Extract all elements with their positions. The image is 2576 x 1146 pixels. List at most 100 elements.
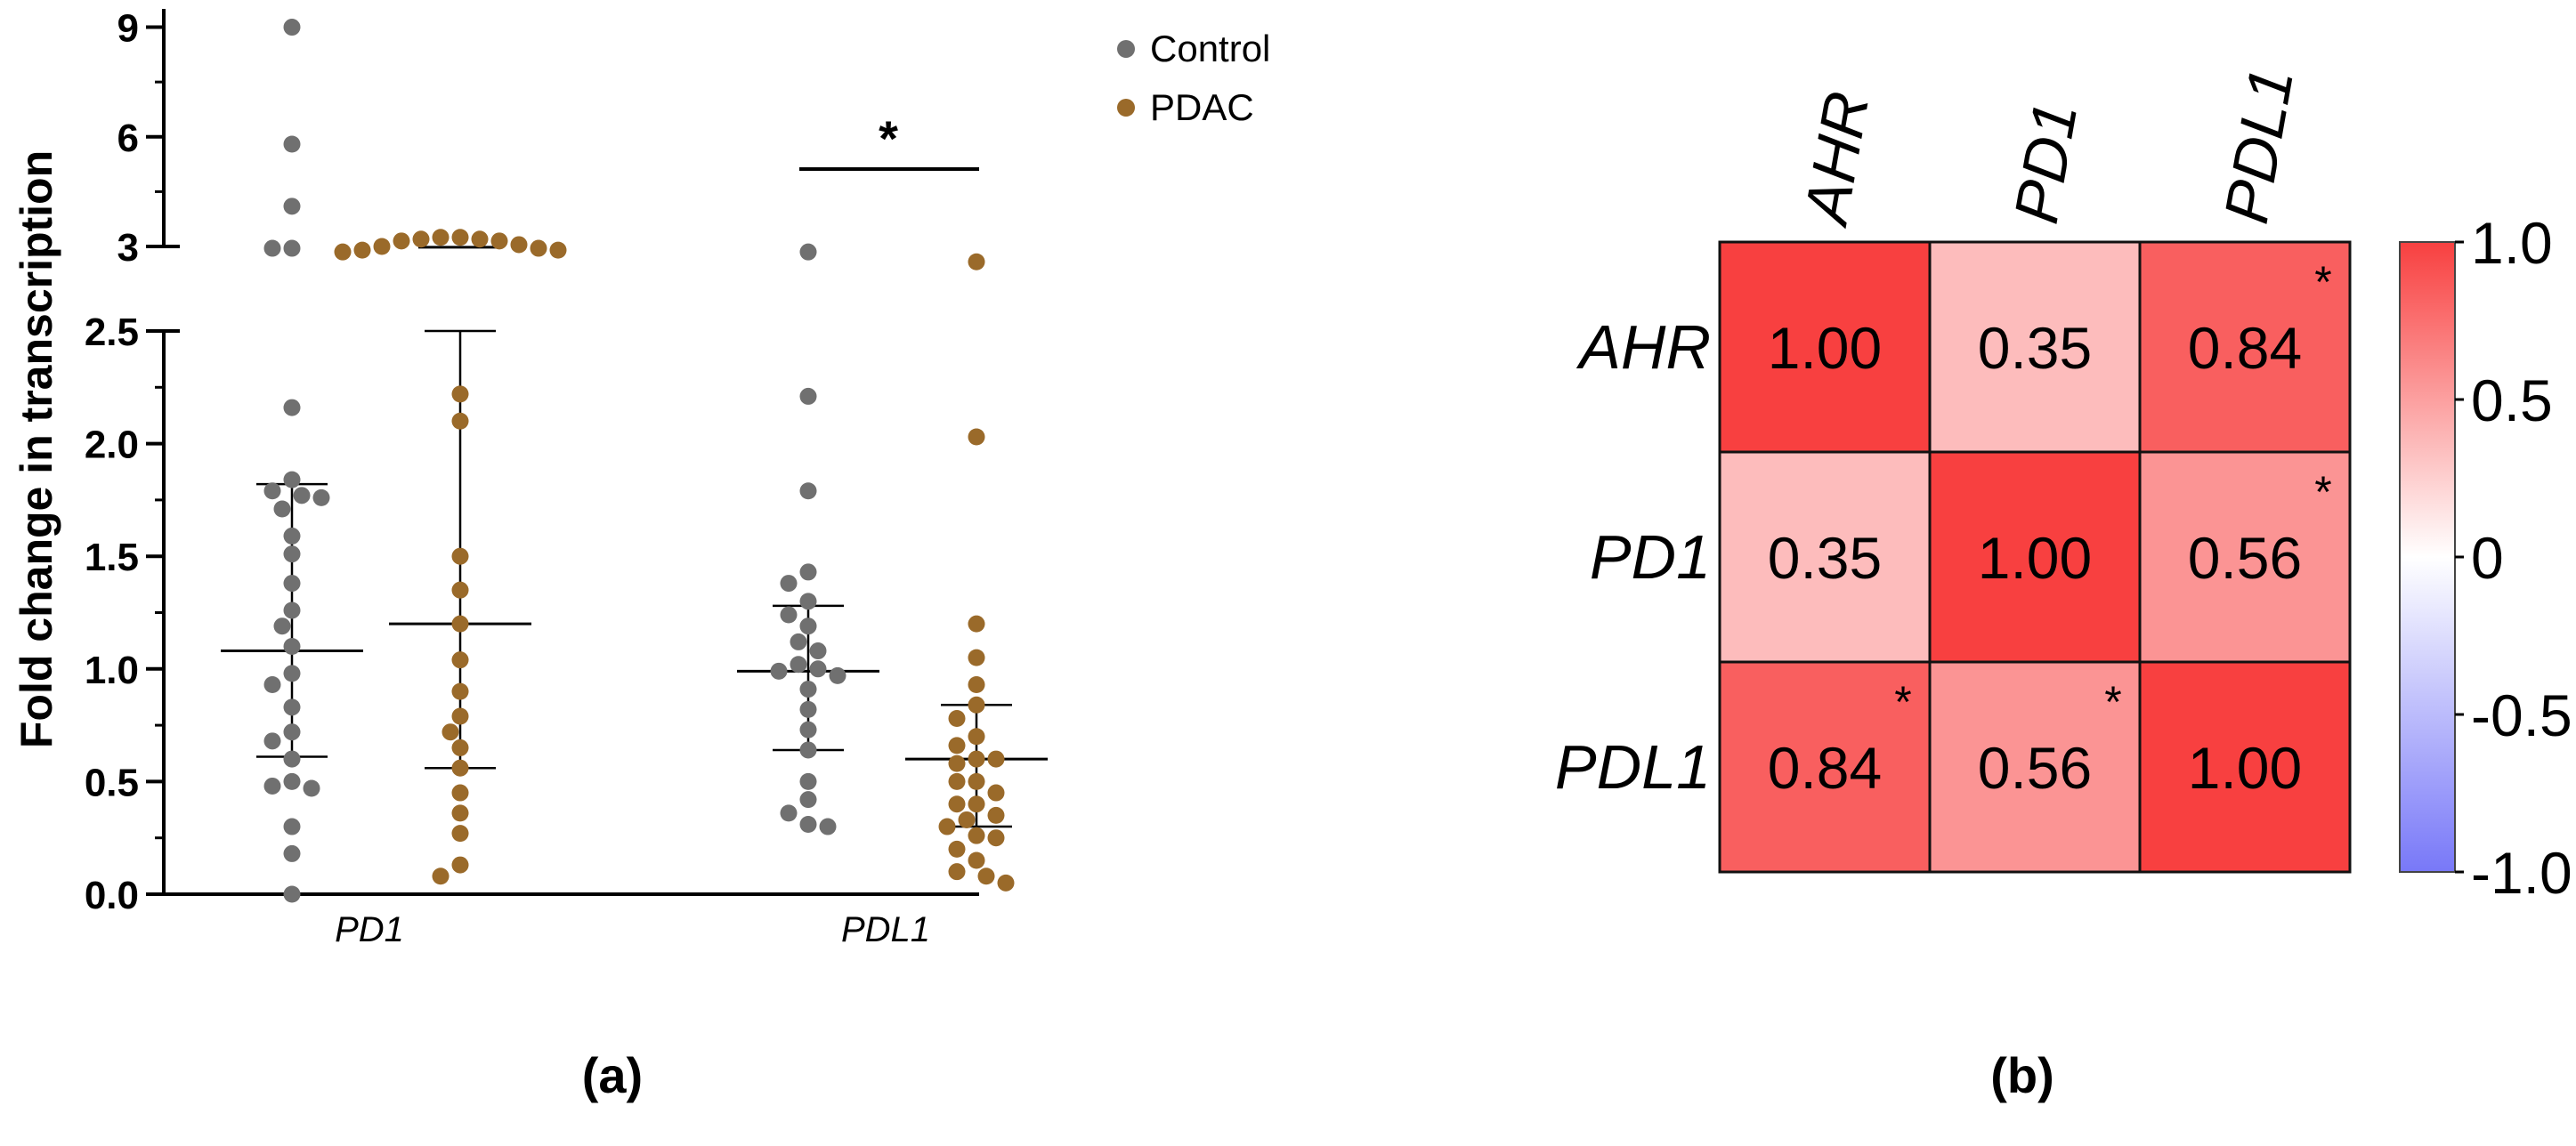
pdac-point bbox=[997, 874, 1015, 892]
control-point bbox=[283, 844, 301, 862]
column-labels: AHR PD1 PDL1 bbox=[1790, 63, 2306, 232]
pdac-point bbox=[958, 811, 976, 828]
pdac-point bbox=[451, 581, 469, 599]
pdac-point bbox=[451, 707, 469, 725]
control-point bbox=[283, 750, 301, 768]
pdac-point bbox=[968, 750, 985, 768]
significance-star: * bbox=[2314, 467, 2331, 517]
control-point bbox=[770, 662, 788, 680]
pdac-point bbox=[948, 710, 966, 728]
control-point bbox=[780, 804, 798, 822]
error-bars bbox=[221, 246, 1048, 828]
control-point bbox=[293, 487, 311, 504]
control-point bbox=[799, 617, 817, 635]
control-point bbox=[283, 637, 301, 655]
control-point bbox=[303, 779, 320, 797]
cell-value: 1.00 bbox=[2188, 735, 2302, 801]
column-label: PDL1 bbox=[2211, 63, 2306, 229]
control-point bbox=[273, 617, 291, 635]
row-label: AHR bbox=[1576, 312, 1711, 382]
cell-value: 1.00 bbox=[1768, 315, 1882, 381]
control-point bbox=[799, 563, 817, 581]
control-point bbox=[263, 732, 281, 750]
pdac-point bbox=[451, 825, 469, 843]
legend-marker bbox=[1117, 99, 1135, 117]
control-point bbox=[780, 575, 798, 593]
heatmap-cell bbox=[2138, 240, 2352, 454]
significance-annotation: * bbox=[799, 110, 979, 171]
pdac-point bbox=[451, 385, 469, 403]
pdac-point bbox=[451, 412, 469, 430]
control-point bbox=[283, 399, 301, 416]
pdac-point bbox=[987, 784, 1005, 802]
y-ticks: 0.0 0.5 1.0 1.5 2.0 2.5 3 6 9 bbox=[85, 7, 164, 917]
control-point bbox=[799, 387, 817, 405]
heatmap-cell bbox=[2138, 660, 2352, 874]
pdac-point bbox=[510, 236, 528, 254]
pdac-point bbox=[968, 728, 985, 746]
pdac-point bbox=[549, 241, 567, 259]
y-tick-label: 0.0 bbox=[85, 874, 139, 917]
control-point bbox=[799, 791, 817, 809]
control-point bbox=[799, 243, 817, 261]
pdac-point bbox=[451, 682, 469, 700]
colorbar-tick-label: 0 bbox=[2471, 525, 2504, 591]
control-point bbox=[799, 741, 817, 759]
pdac-point bbox=[948, 772, 966, 790]
legend: Control PDAC bbox=[1117, 28, 1270, 128]
pdac-point bbox=[987, 829, 1005, 847]
scatter-panel-a: Fold change in transcription 0.0 0.5 1.0 1.… bbox=[12, 7, 1270, 1103]
control-point bbox=[780, 606, 798, 624]
control-point bbox=[809, 660, 827, 678]
pdac-point bbox=[451, 229, 469, 246]
y-tick-label: 2.5 bbox=[85, 311, 139, 354]
control-point bbox=[799, 816, 817, 834]
pdac-point bbox=[412, 230, 430, 248]
pdac-point bbox=[530, 239, 547, 257]
x-tick-labels: PD1 PDL1 bbox=[335, 910, 930, 949]
pdac-point bbox=[968, 696, 985, 714]
y-tick-label: 2.0 bbox=[85, 424, 139, 467]
pdac-point bbox=[451, 759, 469, 777]
pdac-point bbox=[451, 738, 469, 756]
control-point bbox=[263, 239, 281, 257]
y-tick-label: 0.5 bbox=[85, 761, 139, 804]
pdac-point bbox=[968, 615, 985, 633]
pdac-point bbox=[948, 863, 966, 881]
pdac-point bbox=[451, 784, 469, 802]
control-point bbox=[263, 777, 281, 795]
y-axis-label: Fold change in transcription bbox=[12, 150, 61, 748]
heatmap-cell bbox=[1718, 240, 1932, 454]
colorbar-scale bbox=[2399, 241, 2456, 873]
control-point bbox=[790, 656, 807, 674]
x-tick-label: PD1 bbox=[335, 910, 404, 949]
significance-marker: * bbox=[879, 110, 898, 166]
pdac-point bbox=[353, 241, 371, 259]
control-point bbox=[283, 198, 301, 215]
control-point bbox=[799, 681, 817, 698]
pdac-point bbox=[948, 737, 966, 755]
pdac-point bbox=[451, 651, 469, 669]
control-point bbox=[809, 642, 827, 660]
control-point bbox=[312, 488, 330, 506]
panel-label-b: (b) bbox=[1990, 1047, 2054, 1103]
control-point bbox=[790, 633, 807, 650]
control-point bbox=[283, 698, 301, 716]
control-point bbox=[799, 700, 817, 718]
colorbar-tick-label: 1.0 bbox=[2471, 210, 2553, 276]
control-point bbox=[283, 885, 301, 903]
data-points bbox=[263, 19, 1015, 903]
panel-label-a: (a) bbox=[582, 1047, 643, 1103]
control-point bbox=[283, 601, 301, 619]
control-point bbox=[283, 772, 301, 790]
control-point bbox=[283, 239, 301, 257]
pdac-point bbox=[968, 772, 985, 790]
control-point bbox=[263, 676, 281, 694]
control-point bbox=[283, 19, 301, 36]
control-point bbox=[799, 772, 817, 790]
column-label: AHR bbox=[1790, 87, 1882, 232]
colorbar-tick-label: 0.5 bbox=[2471, 367, 2553, 433]
control-point bbox=[283, 575, 301, 593]
pdac-point bbox=[987, 750, 1005, 768]
